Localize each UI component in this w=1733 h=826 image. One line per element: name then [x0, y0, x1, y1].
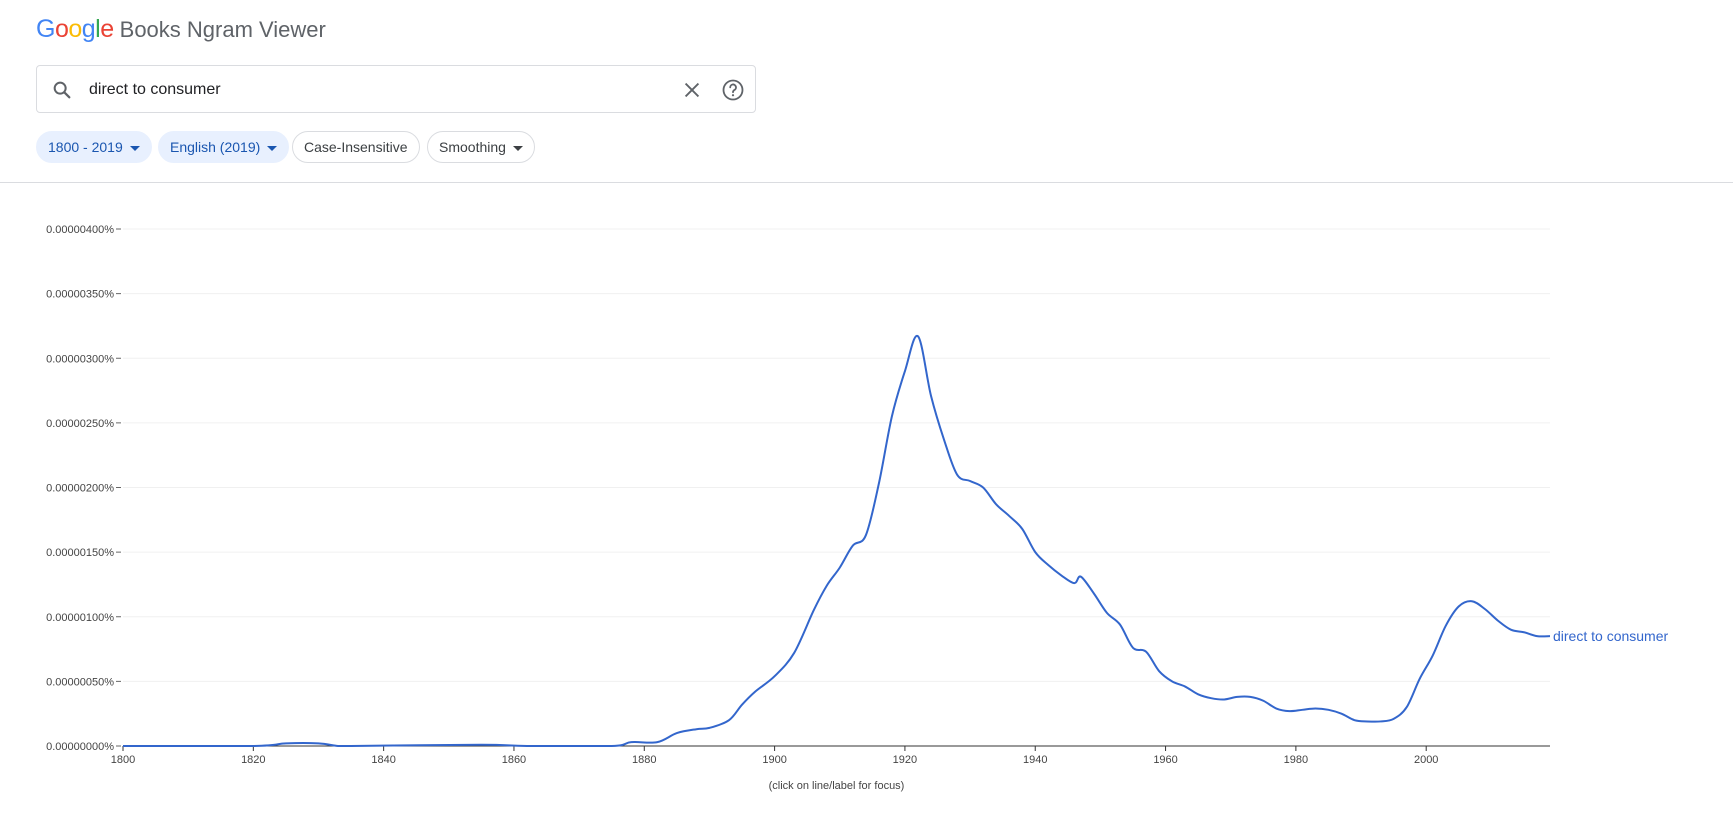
close-icon[interactable]: [681, 79, 703, 101]
x-tick-label: 1880: [632, 754, 656, 766]
chevron-down-icon: [129, 145, 140, 151]
help-icon[interactable]: [721, 78, 745, 102]
logo-letter: o: [54, 15, 69, 43]
logo-letter: g: [81, 15, 96, 43]
x-tick-label: 1980: [1284, 754, 1308, 766]
search-box[interactable]: [36, 65, 756, 113]
chart-note: (click on line/label for focus): [769, 780, 905, 792]
x-tick-label: 1940: [1023, 754, 1047, 766]
chevron-down-icon: [512, 145, 523, 151]
y-tick-label: 0.00000150%: [46, 547, 114, 559]
x-tick-label: 1840: [371, 754, 395, 766]
y-tick-label: 0.00000200%: [46, 483, 114, 495]
logo-letter: l: [95, 15, 101, 43]
search-input[interactable]: [89, 78, 689, 102]
logo-letter: G: [36, 15, 55, 43]
year-range-label: 1800 - 2019: [48, 139, 123, 155]
y-tick-label: 0.00000350%: [46, 289, 114, 301]
y-tick-label: 0.00000300%: [46, 353, 114, 365]
series-label[interactable]: direct to consumer: [1553, 628, 1668, 644]
chevron-down-icon: [267, 145, 278, 151]
y-tick-label: 0.00000250%: [46, 418, 114, 430]
case-insensitive-toggle[interactable]: Case-Insensitive: [292, 131, 420, 163]
ngram-chart: 0.00000000% 0.00000050% 0.00000100% 0.00000…: [46, 224, 1668, 792]
case-insensitive-label: Case-Insensitive: [304, 139, 408, 155]
x-tick-label: 1920: [893, 754, 917, 766]
smoothing-dropdown[interactable]: Smoothing: [427, 131, 535, 163]
x-tick-label: 2000: [1414, 754, 1438, 766]
y-tick-label: 0.00000100%: [46, 612, 114, 624]
logo-letter: o: [68, 15, 82, 43]
google-wordmark: Google: [36, 15, 114, 44]
search-icon: [53, 81, 71, 99]
series-line[interactable]: [122, 335, 1551, 748]
x-tick-label: 1960: [1153, 754, 1177, 766]
logo-letter: e: [100, 15, 114, 43]
corpus-dropdown[interactable]: English (2019): [158, 131, 290, 163]
x-tick-label: 1860: [502, 754, 526, 766]
google-books-logo: Google Books Ngram Viewer: [36, 15, 326, 49]
year-range-dropdown[interactable]: 1800 - 2019: [36, 131, 152, 163]
header-divider: [0, 182, 1733, 183]
y-tick-label: 0.00000000%: [46, 741, 114, 753]
corpus-label: English (2019): [170, 139, 261, 155]
x-tick-label: 1820: [241, 754, 265, 766]
x-tick-label: 1800: [111, 754, 135, 766]
x-tick-label: 1900: [762, 754, 786, 766]
app-title: Books Ngram Viewer: [119, 17, 326, 42]
y-tick-label: 0.00000400%: [46, 224, 114, 236]
smoothing-label: Smoothing: [439, 139, 506, 155]
y-tick-label: 0.00000050%: [46, 676, 114, 688]
